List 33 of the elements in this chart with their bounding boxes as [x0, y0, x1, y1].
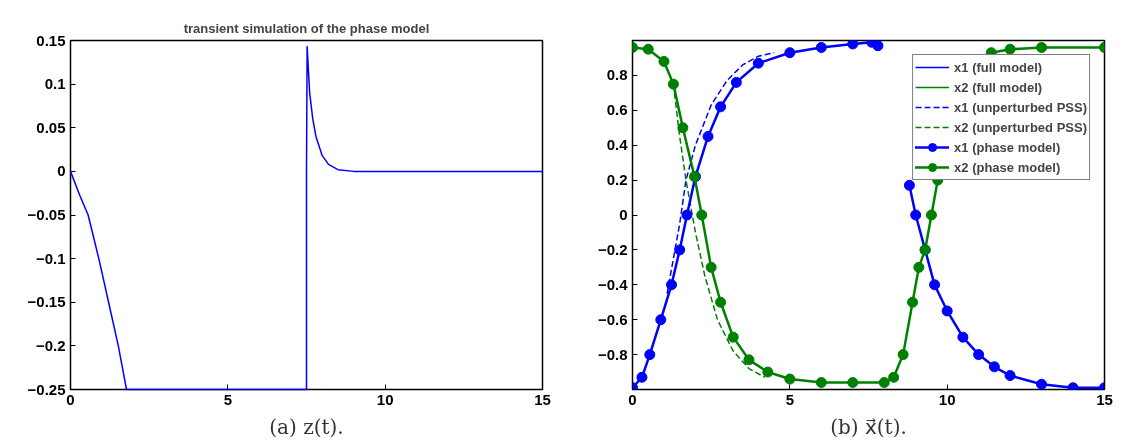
chart-title: transient simulation of the phase model: [183, 20, 430, 36]
y-tick-label: −0.25: [27, 380, 66, 398]
legend-label: x2 (full model): [954, 79, 1043, 95]
legend-label: x2 (unperturbed PSS): [954, 119, 1087, 135]
y-tick-label: 0.8: [606, 66, 628, 84]
x-tick-label: 15: [1096, 390, 1113, 408]
x-tick-label: 5: [223, 390, 233, 408]
legend-label: x1 (full model): [954, 59, 1043, 75]
y-tick-label: −0.8: [597, 345, 628, 363]
legend-label: x2 (phase model): [954, 159, 1061, 175]
text: (b) x⃗(t).: [830, 414, 907, 439]
y-tick-label: 0: [619, 206, 628, 223]
y-tick-label: 0.1: [44, 75, 66, 93]
x-tick-label: 5: [785, 390, 795, 408]
x-tick-label: 10: [376, 390, 394, 408]
y-tick-label: −0.4: [597, 275, 629, 293]
x-tick-label: 15: [534, 390, 551, 408]
y-tick-label: −0.05: [27, 206, 66, 223]
y-tick-label: 0.6: [606, 101, 628, 119]
legend-label: x1 (phase model): [954, 139, 1061, 155]
legend-label: x1 (unperturbed PSS): [954, 99, 1087, 115]
y-tick-label: −0.6: [597, 310, 628, 328]
y-tick-label: 0.2: [606, 171, 628, 189]
text: (a) z(t).: [269, 414, 344, 439]
y-tick-label: −0.2: [35, 336, 66, 354]
y-tick-label: 0: [57, 162, 66, 180]
y-tick-label: 0.15: [36, 31, 66, 49]
y-tick-label: 0.05: [36, 118, 66, 136]
y-tick-label: −0.1: [35, 249, 66, 267]
y-tick-label: −0.2: [597, 240, 628, 258]
y-tick-label: 0.4: [606, 136, 629, 154]
y-tick-label: −0.15: [27, 293, 66, 311]
x-tick-label: 10: [938, 390, 956, 408]
